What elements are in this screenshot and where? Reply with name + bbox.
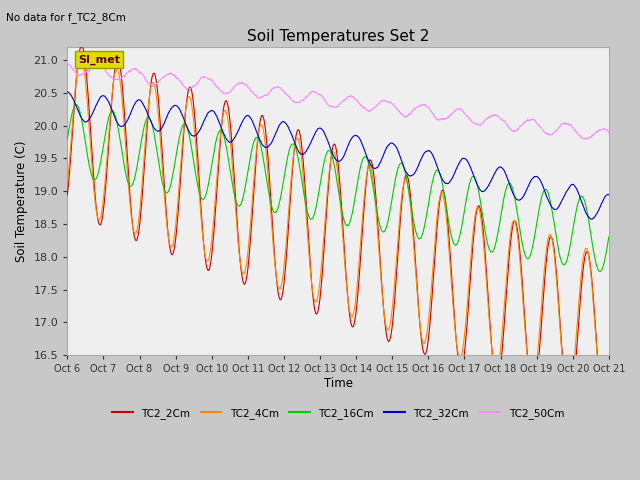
Bar (67, 142, 609, 175)
Bar (67, 76, 609, 109)
Text: No data for f_TC2_8Cm: No data for f_TC2_8Cm (6, 12, 126, 23)
Y-axis label: Soil Temperature (C): Soil Temperature (C) (15, 140, 28, 262)
Bar (67, 175, 609, 208)
Legend: TC2_2Cm, TC2_4Cm, TC2_16Cm, TC2_32Cm, TC2_50Cm: TC2_2Cm, TC2_4Cm, TC2_16Cm, TC2_32Cm, TC… (108, 404, 568, 423)
X-axis label: Time: Time (324, 377, 353, 390)
Bar (67, 306, 609, 339)
Bar (67, 44, 609, 76)
Bar (67, 240, 609, 273)
Title: Soil Temperatures Set 2: Soil Temperatures Set 2 (247, 29, 429, 44)
Bar (67, 339, 609, 372)
Bar (67, 208, 609, 240)
Text: SI_met: SI_met (78, 54, 120, 65)
Bar (67, 109, 609, 142)
Bar (67, 273, 609, 306)
